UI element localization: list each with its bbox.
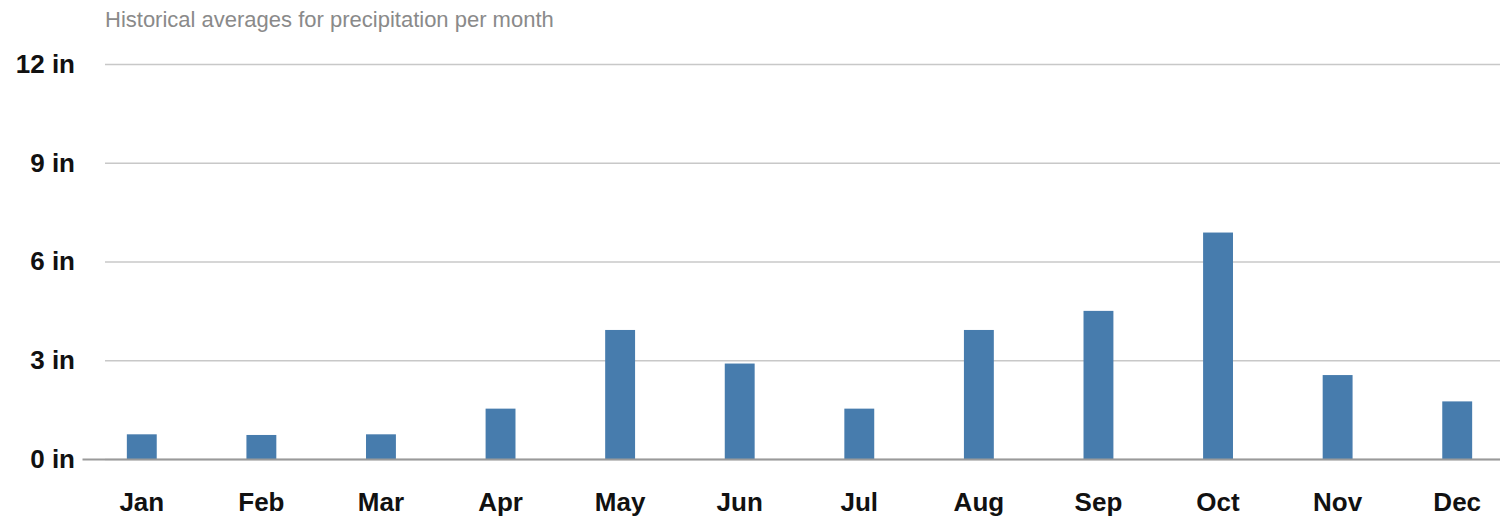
- x-tick: Dec: [1433, 459, 1481, 517]
- bar: [964, 330, 994, 459]
- x-tick-label: Jun: [717, 487, 763, 517]
- y-tick-label: 12 in: [16, 49, 75, 79]
- x-tick-label: Jul: [841, 487, 879, 517]
- y-tick: 9 in: [30, 148, 1500, 178]
- x-tick-label: Mar: [358, 487, 404, 517]
- y-tick-label: 0 in: [30, 444, 75, 474]
- bar: [1323, 375, 1353, 459]
- y-tick-label: 9 in: [30, 148, 75, 178]
- x-tick-label: Apr: [478, 487, 523, 517]
- x-tick: Apr: [478, 459, 523, 517]
- x-tick: Nov: [1313, 459, 1363, 517]
- grid-line: [105, 64, 1500, 66]
- chart-title: Historical averages for precipitation pe…: [105, 7, 554, 32]
- y-tick: 6 in: [30, 246, 1500, 276]
- y-axis: 0 in 3 in 6 in 9 in 12 in: [16, 49, 1500, 474]
- chart: Historical averages for precipitation pe…: [0, 0, 1500, 523]
- x-tick: Feb: [238, 459, 284, 517]
- x-axis: Jan Feb Mar Apr May Jun Jul Aug Sep Oct Nov Dec: [83, 459, 1500, 517]
- x-tick: Aug: [954, 459, 1005, 517]
- y-tick: 3 in: [30, 345, 1500, 375]
- bar: [1203, 233, 1233, 459]
- bars: [127, 233, 1472, 459]
- x-tick: May: [595, 459, 646, 517]
- x-tick-label: Nov: [1313, 487, 1363, 517]
- x-tick: Jul: [841, 459, 879, 517]
- bar: [844, 409, 874, 459]
- bar: [486, 409, 516, 459]
- x-tick-label: Oct: [1196, 487, 1240, 517]
- bar: [1442, 401, 1472, 459]
- x-tick: Mar: [358, 459, 404, 517]
- x-tick-label: Aug: [954, 487, 1005, 517]
- grid-line: [105, 360, 1500, 362]
- bar: [366, 434, 396, 459]
- grid-line: [105, 163, 1500, 165]
- bar: [1084, 311, 1114, 459]
- bar: [127, 434, 157, 459]
- x-tick-label: Feb: [238, 487, 284, 517]
- x-tick-label: Sep: [1075, 487, 1123, 517]
- y-tick: 12 in: [16, 49, 1500, 79]
- x-tick-label: Jan: [119, 487, 164, 517]
- bar: [605, 330, 635, 459]
- y-tick-label: 6 in: [30, 246, 75, 276]
- x-tick: Sep: [1075, 459, 1123, 517]
- x-tick-label: May: [595, 487, 646, 517]
- y-tick-label: 3 in: [30, 345, 75, 375]
- x-axis-line: [83, 459, 1500, 461]
- x-tick: Oct: [1196, 459, 1240, 517]
- bar: [246, 435, 276, 459]
- x-tick: Jun: [717, 459, 763, 517]
- grid-line: [105, 261, 1500, 263]
- x-tick-label: Dec: [1433, 487, 1481, 517]
- bar: [725, 364, 755, 459]
- x-tick: Jan: [119, 459, 164, 517]
